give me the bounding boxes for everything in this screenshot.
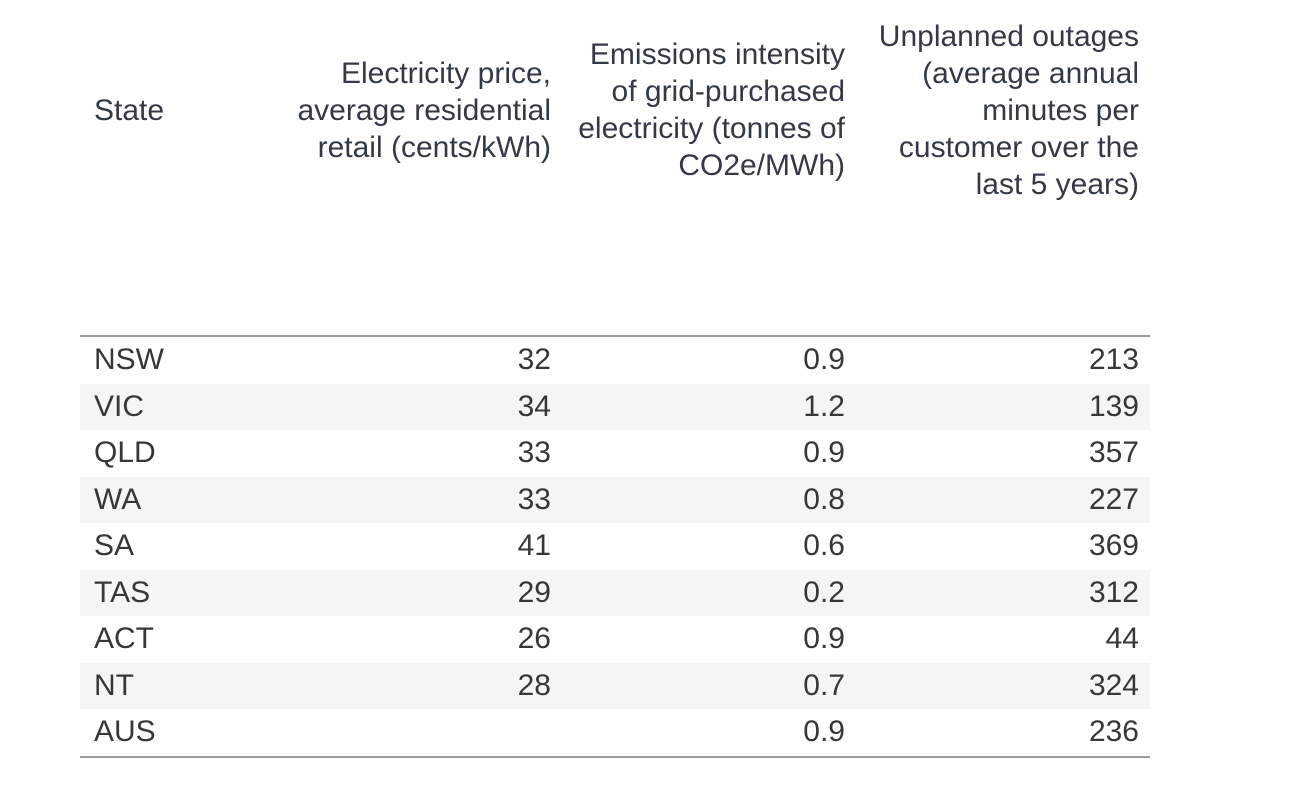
table-row: VIC 34 1.2 139 <box>80 383 1150 430</box>
price-value: 32 <box>517 343 551 377</box>
state-label: QLD <box>94 436 156 470</box>
price-value: 33 <box>517 482 551 516</box>
outages-value: 369 <box>1088 529 1139 563</box>
state-label: NSW <box>94 343 164 377</box>
state-label: ACT <box>94 622 154 656</box>
table-body: NSW 32 0.9 213 VIC 34 1.2 139 QLD 33 0.9… <box>80 335 1150 758</box>
column-header-state: State <box>94 93 165 127</box>
table-row: QLD 33 0.9 357 <box>80 430 1150 477</box>
state-label: AUS <box>94 715 156 749</box>
price-value: 33 <box>517 436 551 470</box>
price-value: 41 <box>517 529 551 563</box>
state-label: VIC <box>94 389 145 423</box>
column-header-emissions: Emissions intensity of grid-purchased el… <box>578 38 845 182</box>
emissions-value: 0.7 <box>803 668 845 702</box>
column-header-outages: Unplanned outages (average annual minute… <box>878 19 1139 201</box>
outages-value: 324 <box>1088 668 1139 702</box>
emissions-value: 0.8 <box>803 482 845 516</box>
emissions-value: 0.2 <box>803 575 845 609</box>
table-row: SA 41 0.6 369 <box>80 523 1150 570</box>
table-row: WA 33 0.8 227 <box>80 476 1150 523</box>
emissions-value: 0.9 <box>803 343 845 377</box>
table-row: NT 28 0.7 324 <box>80 662 1150 709</box>
price-value: 28 <box>517 668 551 702</box>
table-row: AUS 0.9 236 <box>80 709 1150 756</box>
column-header-price: Electricity price, average residential r… <box>297 56 552 164</box>
outages-value: 139 <box>1088 389 1139 423</box>
state-label: WA <box>94 482 142 516</box>
emissions-value: 0.9 <box>803 715 845 749</box>
emissions-value: 0.6 <box>803 529 845 563</box>
price-value: 34 <box>517 389 551 423</box>
table-row: TAS 29 0.2 312 <box>80 569 1150 616</box>
emissions-value: 0.9 <box>803 622 845 656</box>
outages-value: 236 <box>1088 715 1139 749</box>
emissions-value: 0.9 <box>803 436 845 470</box>
outages-value: 227 <box>1088 482 1139 516</box>
outages-value: 44 <box>1105 622 1139 656</box>
table-header-row: State Electricity price, average residen… <box>80 0 1150 220</box>
table-row: NSW 32 0.9 213 <box>80 337 1150 384</box>
data-table: State Electricity price, average residen… <box>80 0 1150 758</box>
table-row: ACT 26 0.9 44 <box>80 616 1150 663</box>
state-label: SA <box>94 529 135 563</box>
outages-value: 357 <box>1088 436 1139 470</box>
state-label: NT <box>94 668 134 702</box>
price-value: 29 <box>517 575 551 609</box>
outages-value: 213 <box>1088 343 1139 377</box>
price-value: 26 <box>517 622 551 656</box>
state-label: TAS <box>94 575 151 609</box>
outages-value: 312 <box>1088 575 1139 609</box>
emissions-value: 1.2 <box>803 389 845 423</box>
